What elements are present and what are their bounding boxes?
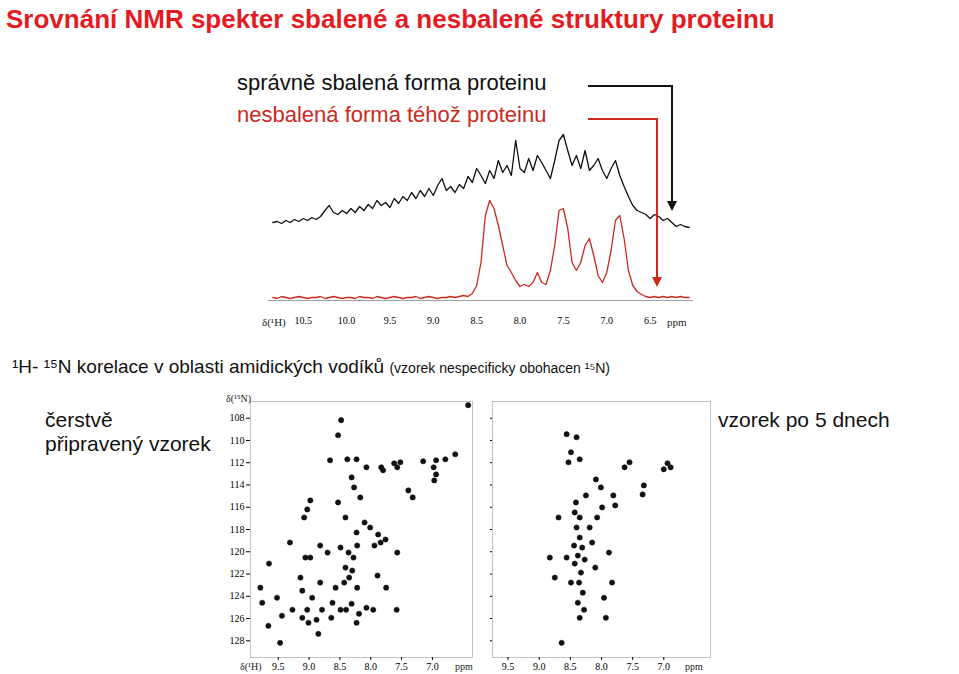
svg-text:7.0: 7.0: [426, 661, 439, 672]
html-text:Srovnání NMR spekter sbalené a: Srovnání NMR spekter sbalené a nesbalené…: [6, 4, 775, 34]
svg-text:114: 114: [230, 479, 245, 490]
svg-text:120: 120: [230, 546, 245, 557]
svg-text:9.0: 9.0: [427, 315, 440, 326]
html-text:δ(¹H): δ(¹H): [262, 316, 286, 328]
svg-text:108: 108: [230, 412, 245, 423]
svg-text:126: 126: [230, 613, 245, 624]
svg-text:10.5: 10.5: [294, 315, 312, 326]
svg-text:9.0: 9.0: [533, 661, 546, 672]
html-text:ppm: ppm: [667, 316, 687, 328]
svg-text:7.5: 7.5: [395, 661, 408, 672]
svg-text:8.0: 8.0: [365, 661, 378, 672]
html-text:δ(¹H): δ(¹H): [240, 661, 262, 672]
svg-text:112: 112: [230, 457, 245, 468]
svg-text:8.0: 8.0: [514, 315, 527, 326]
svg-text:8.0: 8.0: [595, 661, 608, 672]
html-text:nesbalená forma téhož proteinu: nesbalená forma téhož proteinu: [237, 102, 547, 127]
html-text:čerstvě připravený vzorek: čerstvě připravený vzorek: [45, 408, 211, 455]
html-text:správně sbalená forma proteinu: správně sbalená forma proteinu: [237, 70, 547, 95]
svg-text:8.5: 8.5: [564, 661, 577, 672]
svg-text:9.5: 9.5: [502, 661, 514, 672]
svg-text:124: 124: [230, 590, 245, 601]
svg-text:7.5: 7.5: [557, 315, 570, 326]
svg-text:10.0: 10.0: [338, 315, 356, 326]
svg-text:6.5: 6.5: [644, 315, 657, 326]
svg-text:122: 122: [230, 568, 245, 579]
html-text:ppm: ppm: [455, 661, 473, 672]
svg-text:118: 118: [230, 524, 245, 535]
svg-text:8.5: 8.5: [470, 315, 483, 326]
html-text:ppm: ppm: [685, 661, 703, 672]
html-text:vzorek po 5 dnech: vzorek po 5 dnech: [718, 408, 890, 431]
svg-text:128: 128: [230, 635, 245, 646]
svg-text:8.5: 8.5: [334, 661, 347, 672]
svg-text:116: 116: [230, 501, 245, 512]
svg-text:9.5: 9.5: [384, 315, 397, 326]
html-text:¹H- ¹⁵N korelace v oblasti ami: ¹H- ¹⁵N korelace v oblasti amidických vo…: [12, 356, 610, 377]
svg-text:9.0: 9.0: [303, 661, 316, 672]
svg-text:7.5: 7.5: [626, 661, 639, 672]
html-text:δ(¹⁵N): δ(¹⁵N): [226, 393, 252, 404]
svg-text:7.0: 7.0: [601, 315, 614, 326]
svg-text:9.5: 9.5: [272, 661, 285, 672]
svg-text:7.0: 7.0: [658, 661, 671, 672]
svg-text:110: 110: [230, 435, 245, 446]
